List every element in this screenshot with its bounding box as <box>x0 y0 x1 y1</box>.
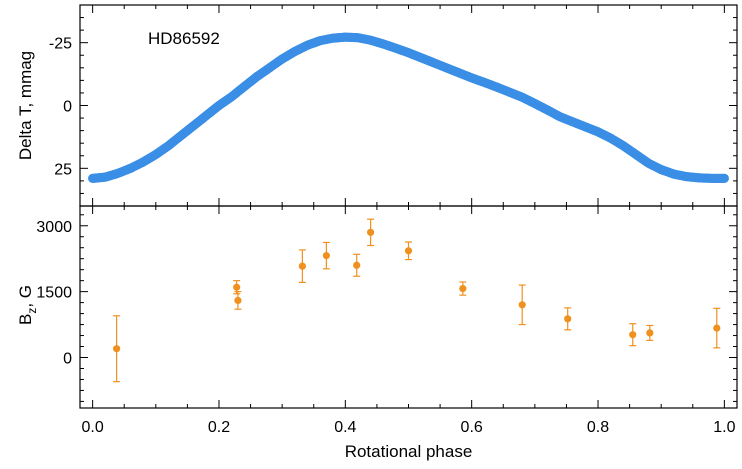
bz-point <box>353 261 361 269</box>
bottom-y-tick-label: 3000 <box>36 219 72 236</box>
bz-point <box>646 329 654 337</box>
bz-point <box>322 252 330 260</box>
bz-point <box>629 331 637 339</box>
top-y-tick-label: 0 <box>63 99 72 116</box>
bottom-y-tick-label: 0 <box>63 351 72 368</box>
bz-point <box>459 284 467 293</box>
x-axis-title: Rotational phase <box>345 442 473 461</box>
top-y-tick-label: -25 <box>49 36 72 53</box>
bz-point <box>564 315 572 323</box>
star-name-annotation: HD86592 <box>148 29 220 48</box>
bz-point <box>713 324 721 332</box>
bz-point <box>113 345 121 353</box>
ylabel-subscript: z <box>25 308 39 314</box>
bz-point <box>366 228 375 236</box>
x-tick-label: 0.8 <box>587 419 609 436</box>
ylabel-main: B <box>16 314 35 325</box>
bottom-y-axis-title: Bz, G <box>16 285 39 325</box>
x-tick-label: 0.0 <box>82 419 104 436</box>
bz-point <box>234 296 242 305</box>
ylabel-rest: , G <box>16 285 35 308</box>
bottom-panel: Bz, G Rotational phase 0.0 0.2 0.4 0.6 0.8 1.… <box>16 205 738 461</box>
bz-point <box>233 283 241 291</box>
x-tick-label: 0.2 <box>208 419 230 436</box>
bz-point <box>404 247 413 255</box>
top-y-tick-label: 25 <box>54 161 72 178</box>
x-tick-label: 0.4 <box>334 419 356 436</box>
bottom-y-tick-label: 1500 <box>36 285 72 302</box>
top-y-axis-title: Delta T, mmag <box>16 51 35 160</box>
photometry-point <box>719 173 729 183</box>
bottom-panel-frame <box>79 205 738 409</box>
bz-point <box>518 301 526 309</box>
x-tick-label: 0.6 <box>461 419 483 436</box>
bz-point <box>298 262 306 270</box>
top-panel: HD86592 Delta T, mmag -25 0 25 <box>16 4 738 207</box>
x-tick-label: 1.0 <box>713 419 735 436</box>
